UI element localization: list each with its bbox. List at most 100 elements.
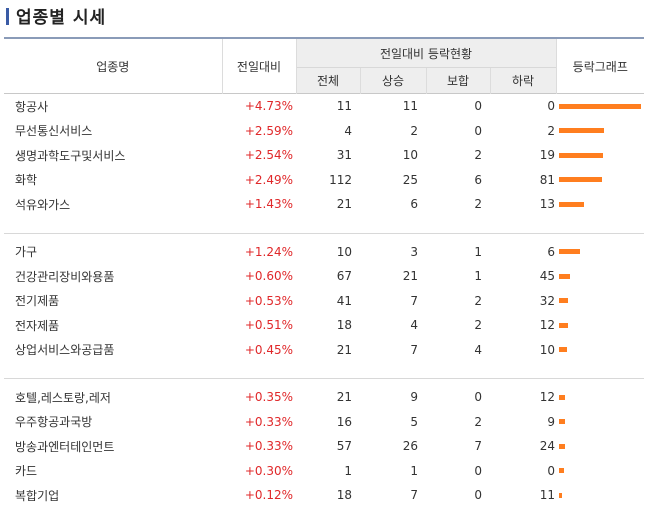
change-percent: +0.60% <box>244 269 293 284</box>
change-bar <box>559 443 566 449</box>
table-row: 화학 +2.49% 112 25 6 81 <box>4 168 644 193</box>
sector-name-link[interactable]: 건강관리장비와용품 <box>15 269 115 284</box>
count-up: 4 <box>410 318 418 333</box>
change-percent: +2.59% <box>244 123 293 138</box>
count-up: 11 <box>402 99 418 114</box>
count-up: 21 <box>402 269 418 284</box>
change-graph-cell <box>556 313 644 338</box>
sector-name-link[interactable]: 호텔,레스토랑,레저 <box>15 390 111 405</box>
sector-name-link[interactable]: 상업서비스와공급품 <box>15 343 115 358</box>
count-flat: 2 <box>474 318 482 333</box>
count-up: 6 <box>410 197 418 212</box>
change-graph-cell <box>556 143 644 168</box>
change-bar <box>559 419 566 425</box>
change-graph-cell <box>556 483 644 508</box>
sector-name-link[interactable]: 가구 <box>15 245 38 260</box>
sector-name-link[interactable]: 전기제품 <box>15 294 60 309</box>
header-down: 하락 <box>489 67 557 94</box>
count-down: 10 <box>539 342 556 357</box>
table-row: 상업서비스와공급품 +0.45% 21 7 4 10 <box>4 338 644 363</box>
count-up: 7 <box>410 293 418 308</box>
header-status-group: 전일대비 등락현황 <box>295 37 557 68</box>
table-row: 항공사 +4.73% 11 11 0 0 <box>4 94 644 119</box>
count-total: 4 <box>344 123 352 138</box>
count-down: 81 <box>539 172 556 187</box>
sector-name-link[interactable]: 무선통신서비스 <box>15 124 93 139</box>
change-graph-cell <box>556 289 644 314</box>
count-up: 26 <box>402 439 418 454</box>
change-percent: +1.24% <box>244 244 293 259</box>
table-row: 생명과학도구및서비스 +2.54% 31 10 2 19 <box>4 143 644 168</box>
count-up: 25 <box>402 172 418 187</box>
change-bar <box>559 249 581 255</box>
sector-name-link[interactable]: 석유와가스 <box>15 197 71 212</box>
change-percent: +2.54% <box>244 148 293 163</box>
count-down: 2 <box>547 123 556 138</box>
header-graph: 등락그래프 <box>555 37 645 94</box>
change-graph-cell <box>556 338 644 363</box>
count-up: 10 <box>402 148 418 163</box>
count-flat: 2 <box>474 148 482 163</box>
sector-name-link[interactable]: 전자제품 <box>15 318 60 333</box>
header-up: 상승 <box>359 67 426 94</box>
sector-name-link[interactable]: 생명과학도구및서비스 <box>15 148 126 163</box>
count-down: 45 <box>539 269 556 284</box>
change-bar <box>559 394 566 400</box>
change-bar <box>559 322 569 328</box>
change-percent: +1.43% <box>244 197 293 212</box>
table-row: 방송과엔터테인먼트 +0.33% 57 26 7 24 <box>4 434 644 459</box>
count-up: 7 <box>410 342 418 357</box>
count-flat: 0 <box>474 463 482 478</box>
count-flat: 2 <box>474 414 482 429</box>
count-down: 13 <box>539 197 556 212</box>
count-total: 21 <box>336 197 352 212</box>
table-row: 가구 +1.24% 10 3 1 6 <box>4 240 644 265</box>
count-down: 11 <box>539 488 556 503</box>
count-flat: 0 <box>474 390 482 405</box>
count-total: 18 <box>336 488 352 503</box>
count-down: 19 <box>539 148 556 163</box>
count-flat: 2 <box>474 197 482 212</box>
count-flat: 1 <box>474 244 482 259</box>
sector-name-link[interactable]: 복합기업 <box>15 488 60 503</box>
count-flat: 4 <box>474 342 482 357</box>
header-sector-name: 업종명 <box>4 37 222 94</box>
sector-name-link[interactable]: 항공사 <box>15 99 49 114</box>
count-total: 67 <box>336 269 352 284</box>
count-flat: 7 <box>474 439 482 454</box>
count-up: 2 <box>410 123 418 138</box>
table-row: 전기제품 +0.53% 41 7 2 32 <box>4 289 644 314</box>
count-flat: 0 <box>474 488 482 503</box>
change-graph-cell <box>556 192 644 217</box>
change-bar <box>559 492 563 498</box>
header-change: 전일대비 <box>221 37 296 94</box>
count-total: 10 <box>336 244 352 259</box>
table-body: 항공사 +4.73% 11 11 0 0 무선통신서비스 +2.59% 4 2 0 2 생명과학도구및서… <box>4 94 645 508</box>
change-bar <box>559 128 605 134</box>
count-total: 21 <box>336 390 352 405</box>
table-row: 건강관리장비와용품 +0.60% 67 21 1 45 <box>4 264 644 289</box>
sector-name-link[interactable]: 카드 <box>15 464 38 479</box>
change-graph-cell <box>556 240 644 265</box>
change-graph-cell <box>556 434 644 459</box>
count-up: 3 <box>410 244 418 259</box>
change-bar <box>559 201 585 207</box>
page-title: 업종별 시세 <box>16 8 107 28</box>
change-graph-cell <box>556 459 644 484</box>
count-flat: 0 <box>474 123 482 138</box>
table-row: 우주항공과국방 +0.33% 16 5 2 9 <box>4 410 644 435</box>
sector-name-link[interactable]: 방송과엔터테인먼트 <box>15 439 115 454</box>
change-graph-cell <box>556 385 644 410</box>
change-bar <box>559 298 569 304</box>
change-graph-cell <box>556 119 644 144</box>
section-header: 업종별 시세 <box>0 0 648 36</box>
change-graph-cell <box>556 410 644 435</box>
header-flat: 보합 <box>425 67 490 94</box>
sector-name-link[interactable]: 우주항공과국방 <box>15 415 93 430</box>
count-total: 11 <box>336 99 352 114</box>
count-flat: 6 <box>474 172 482 187</box>
change-percent: +0.51% <box>244 318 293 333</box>
count-down: 0 <box>547 463 556 478</box>
sector-name-link[interactable]: 화학 <box>15 173 38 188</box>
change-percent: +0.30% <box>244 463 293 478</box>
